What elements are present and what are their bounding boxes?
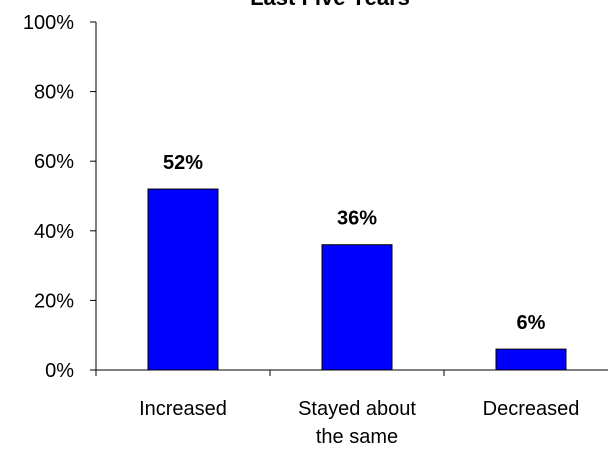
data-label: 52%	[163, 152, 203, 174]
x-category-label: Decreased	[483, 398, 580, 420]
y-tick-label: 60%	[34, 151, 74, 173]
y-tick-label: 20%	[34, 290, 74, 312]
data-labels: 52% 36% 6%	[163, 152, 546, 334]
category-labels: Increased Stayed about the same Decreased	[139, 398, 579, 448]
bar	[495, 348, 567, 371]
bar	[147, 188, 219, 371]
x-category-label: Stayed about	[298, 398, 416, 420]
bar	[321, 244, 393, 371]
chart-title: Last Five Years	[250, 0, 410, 10]
x-category-label: Increased	[139, 398, 227, 420]
data-label: 6%	[517, 312, 546, 334]
y-tick-label: 80%	[34, 82, 74, 104]
x-category-label: the same	[316, 426, 398, 448]
bars	[147, 188, 567, 371]
y-tick-label: 100%	[23, 12, 74, 34]
data-label: 36%	[337, 208, 377, 230]
y-tick-label: 40%	[34, 221, 74, 243]
y-axis: 0% 20% 40% 60% 80% 100%	[23, 12, 97, 382]
y-tick-label: 0%	[45, 360, 74, 382]
x-axis	[95, 369, 608, 376]
